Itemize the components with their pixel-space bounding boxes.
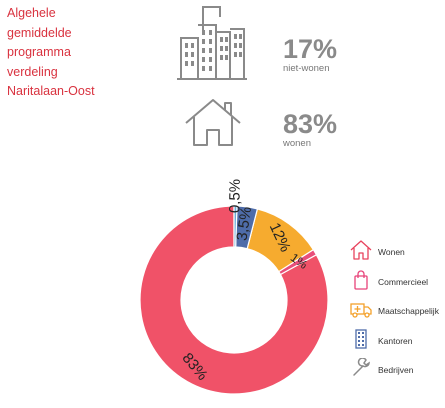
legend-label: Wonen — [378, 247, 405, 257]
buildings-icon — [177, 6, 247, 80]
chart-title: Algehele gemiddelde programma verdeling … — [7, 4, 157, 102]
house-icon — [350, 240, 372, 260]
office-building-icon — [355, 328, 367, 349]
stat-value: 17% — [283, 34, 338, 64]
wrench-icon — [353, 358, 370, 376]
slice-bedrijven — [233, 205, 238, 248]
stat-niet-wonen: 17% niet-wonen — [283, 35, 337, 74]
data-label-kantoren: 3,5% — [233, 206, 255, 242]
legend-label: Kantoren — [378, 335, 413, 346]
title-line: verdeling — [7, 64, 58, 79]
title-line: Algehele — [7, 6, 56, 20]
slice-wonen — [139, 205, 329, 395]
stat-label: niet-wonen — [283, 63, 330, 74]
house-icon — [185, 99, 241, 146]
legend-label: Maatschappelijk — [378, 306, 439, 316]
legend-label: Bedrijven — [378, 365, 414, 375]
legend-label: Commercieel — [378, 276, 429, 287]
data-label-bedrijven: 0,5% — [226, 179, 244, 213]
shopping-bag-icon — [354, 269, 368, 290]
title-line: gemiddelde — [7, 25, 72, 40]
title-line: programma — [7, 45, 71, 59]
stat-value: 83% — [283, 109, 338, 139]
ambulance-icon — [350, 303, 372, 318]
stat-label: wonen — [283, 138, 311, 149]
stat-wonen: 83% wonen — [283, 110, 337, 149]
title-line: Naritalaan-Oost — [7, 84, 95, 98]
